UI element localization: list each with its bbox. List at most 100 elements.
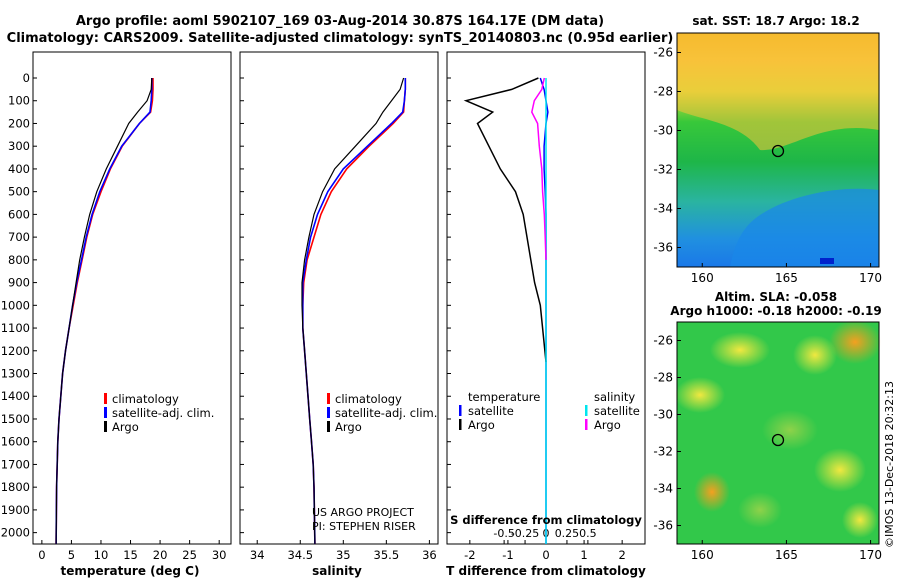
legend-climatology: climatology — [335, 392, 402, 406]
x-tick-label: 25 — [182, 548, 197, 562]
depth-tick-label: 300 — [8, 139, 30, 153]
sst-map-axes: 160 165 170 -26 -28 -30 -32 -34 -36 — [653, 46, 882, 286]
project-note-1: US ARGO PROJECT — [312, 506, 414, 519]
sla-map-title-2: Argo h1000: -0.18 h2000: -0.19 — [670, 304, 881, 318]
salinity-panel — [239, 51, 439, 545]
map-y-tick-label: -30 — [653, 408, 673, 422]
legend-satellite: satellite-adj. clim. — [112, 406, 214, 420]
x-tick-label: 0 — [38, 548, 45, 562]
t-diff-xlabel: T difference from climatology — [446, 564, 646, 578]
x-tick-label: 36 — [422, 548, 437, 562]
depth-tick-label: 1800 — [1, 480, 30, 494]
sst-cool-patch — [730, 188, 879, 267]
sla-lightgreen-blob — [762, 410, 818, 450]
series-line-argo — [301, 77, 405, 545]
sla-map-frame — [676, 321, 880, 545]
legend-swatch-argo — [104, 421, 107, 432]
map-x-tick-label: 165 — [775, 271, 798, 285]
sla-yellow-blob — [842, 502, 878, 538]
series-line-argo — [55, 77, 153, 545]
x-tick-label: -2 — [464, 548, 475, 562]
depth-axis: 0 100 200 300 400 500 600 700 800 900 1000 1100 1200… — [1, 71, 451, 540]
depth-tick-label: 0 — [23, 71, 30, 85]
legend-satellite: satellite-adj. clim. — [335, 406, 437, 420]
map-x-tick-label: 170 — [859, 548, 882, 562]
series-line-t-argo — [463, 77, 547, 363]
legend-argo: Argo — [335, 420, 362, 434]
map-y-tick-label: -28 — [653, 85, 673, 99]
sla-map-title-1: Altim. SLA: -0.058 — [715, 290, 837, 304]
difference-plot: -2 -1 0 1 2-0.5-0.25 0 0.25 0.5 — [463, 77, 626, 562]
depth-tick-label: 900 — [8, 276, 30, 290]
depth-tick-label: 700 — [8, 230, 30, 244]
legend-swatch-s-argo — [585, 419, 588, 430]
legend-t-satellite: satellite — [468, 404, 514, 418]
map-y-tick-label: -34 — [653, 482, 673, 496]
sla-yellow-blob — [675, 377, 725, 413]
difference-legend: temperature satellite Argo salinity sate… — [459, 390, 640, 432]
salinity-plot: 34 34.5 35 35.5 36 — [250, 77, 437, 562]
map-y-tick-label: -36 — [653, 519, 673, 533]
depth-tick-label: 1300 — [1, 367, 30, 381]
x-tick-label: 34.5 — [287, 548, 313, 562]
x-tick-label: 20 — [153, 548, 168, 562]
x-tick-label: -1 — [502, 548, 513, 562]
depth-tick-label: 500 — [8, 185, 30, 199]
imos-stamp: ©IMOS 13-Dec-2018 20:32:13 — [883, 381, 896, 548]
depth-tick-label: 1400 — [1, 389, 30, 403]
depth-tick-label: 1500 — [1, 412, 30, 426]
x-tick-label: 10 — [94, 548, 109, 562]
salinity-xlabel: salinity — [312, 564, 362, 578]
s-tick-label: 0.25 — [555, 527, 580, 540]
legend-swatch-s-satellite — [585, 405, 588, 416]
sla-high-blob — [829, 320, 881, 364]
sla-lightgreen-blob — [738, 492, 782, 528]
map-y-tick-label: -34 — [653, 202, 673, 216]
map-y-tick-label: -26 — [653, 46, 673, 60]
sla-yellow-blob — [710, 332, 770, 368]
sla-map-axes: 160 165 170 -26 -28 -30 -32 -34 -36 — [653, 334, 882, 563]
depth-tick-label: 1100 — [1, 321, 30, 335]
legend-climatology: climatology — [112, 392, 179, 406]
sla-high-blob — [694, 472, 730, 512]
float-location-marker — [771, 433, 785, 447]
temperature-panel — [32, 51, 232, 545]
title-line-2: Climatology: CARS2009. Satellite-adjuste… — [7, 31, 674, 46]
sla-yellow-blob — [793, 335, 837, 375]
x-tick-label: 30 — [212, 548, 227, 562]
x-tick-label: 34 — [250, 548, 265, 562]
x-tick-label: 5 — [68, 548, 75, 562]
sst-map-frame — [676, 32, 880, 268]
map-x-tick-label: 170 — [859, 271, 882, 285]
legend-s-header: salinity — [594, 390, 635, 404]
x-tick-label: 35 — [336, 548, 351, 562]
depth-tick-label: 2000 — [1, 526, 30, 540]
depth-tick-label: 1900 — [1, 503, 30, 517]
map-y-tick-label: -30 — [653, 124, 673, 138]
legend-argo: Argo — [112, 420, 139, 434]
sst-cold-pixel — [820, 258, 834, 264]
s-tick-label: 0.5 — [579, 527, 597, 540]
map-x-tick-label: 165 — [775, 548, 798, 562]
depth-tick-label: 1700 — [1, 457, 30, 471]
x-tick-label: 15 — [123, 548, 138, 562]
sst-warm-patch — [677, 33, 879, 151]
temperature-plot: 0 5 10 15 20 25 30 — [38, 77, 227, 562]
legend-swatch-satellite — [327, 407, 330, 418]
x-tick-label: 1 — [580, 548, 587, 562]
depth-tick-label: 100 — [8, 94, 30, 108]
map-y-tick-label: -28 — [653, 371, 673, 385]
legend-swatch-climatology — [327, 393, 330, 404]
temperature-xlabel: temperature (deg C) — [61, 564, 200, 578]
legend-t-header: temperature — [468, 390, 540, 404]
legend-s-satellite: satellite — [594, 404, 640, 418]
legend-swatch-t-argo — [459, 419, 462, 430]
sla-map — [675, 320, 881, 545]
map-y-tick-label: -32 — [653, 445, 673, 459]
legend-swatch-argo — [327, 421, 330, 432]
legend-swatch-t-satellite — [459, 405, 462, 416]
temperature-legend: climatology satellite-adj. clim. Argo — [104, 392, 214, 434]
depth-tick-label: 400 — [8, 162, 30, 176]
float-location-marker — [771, 144, 785, 158]
